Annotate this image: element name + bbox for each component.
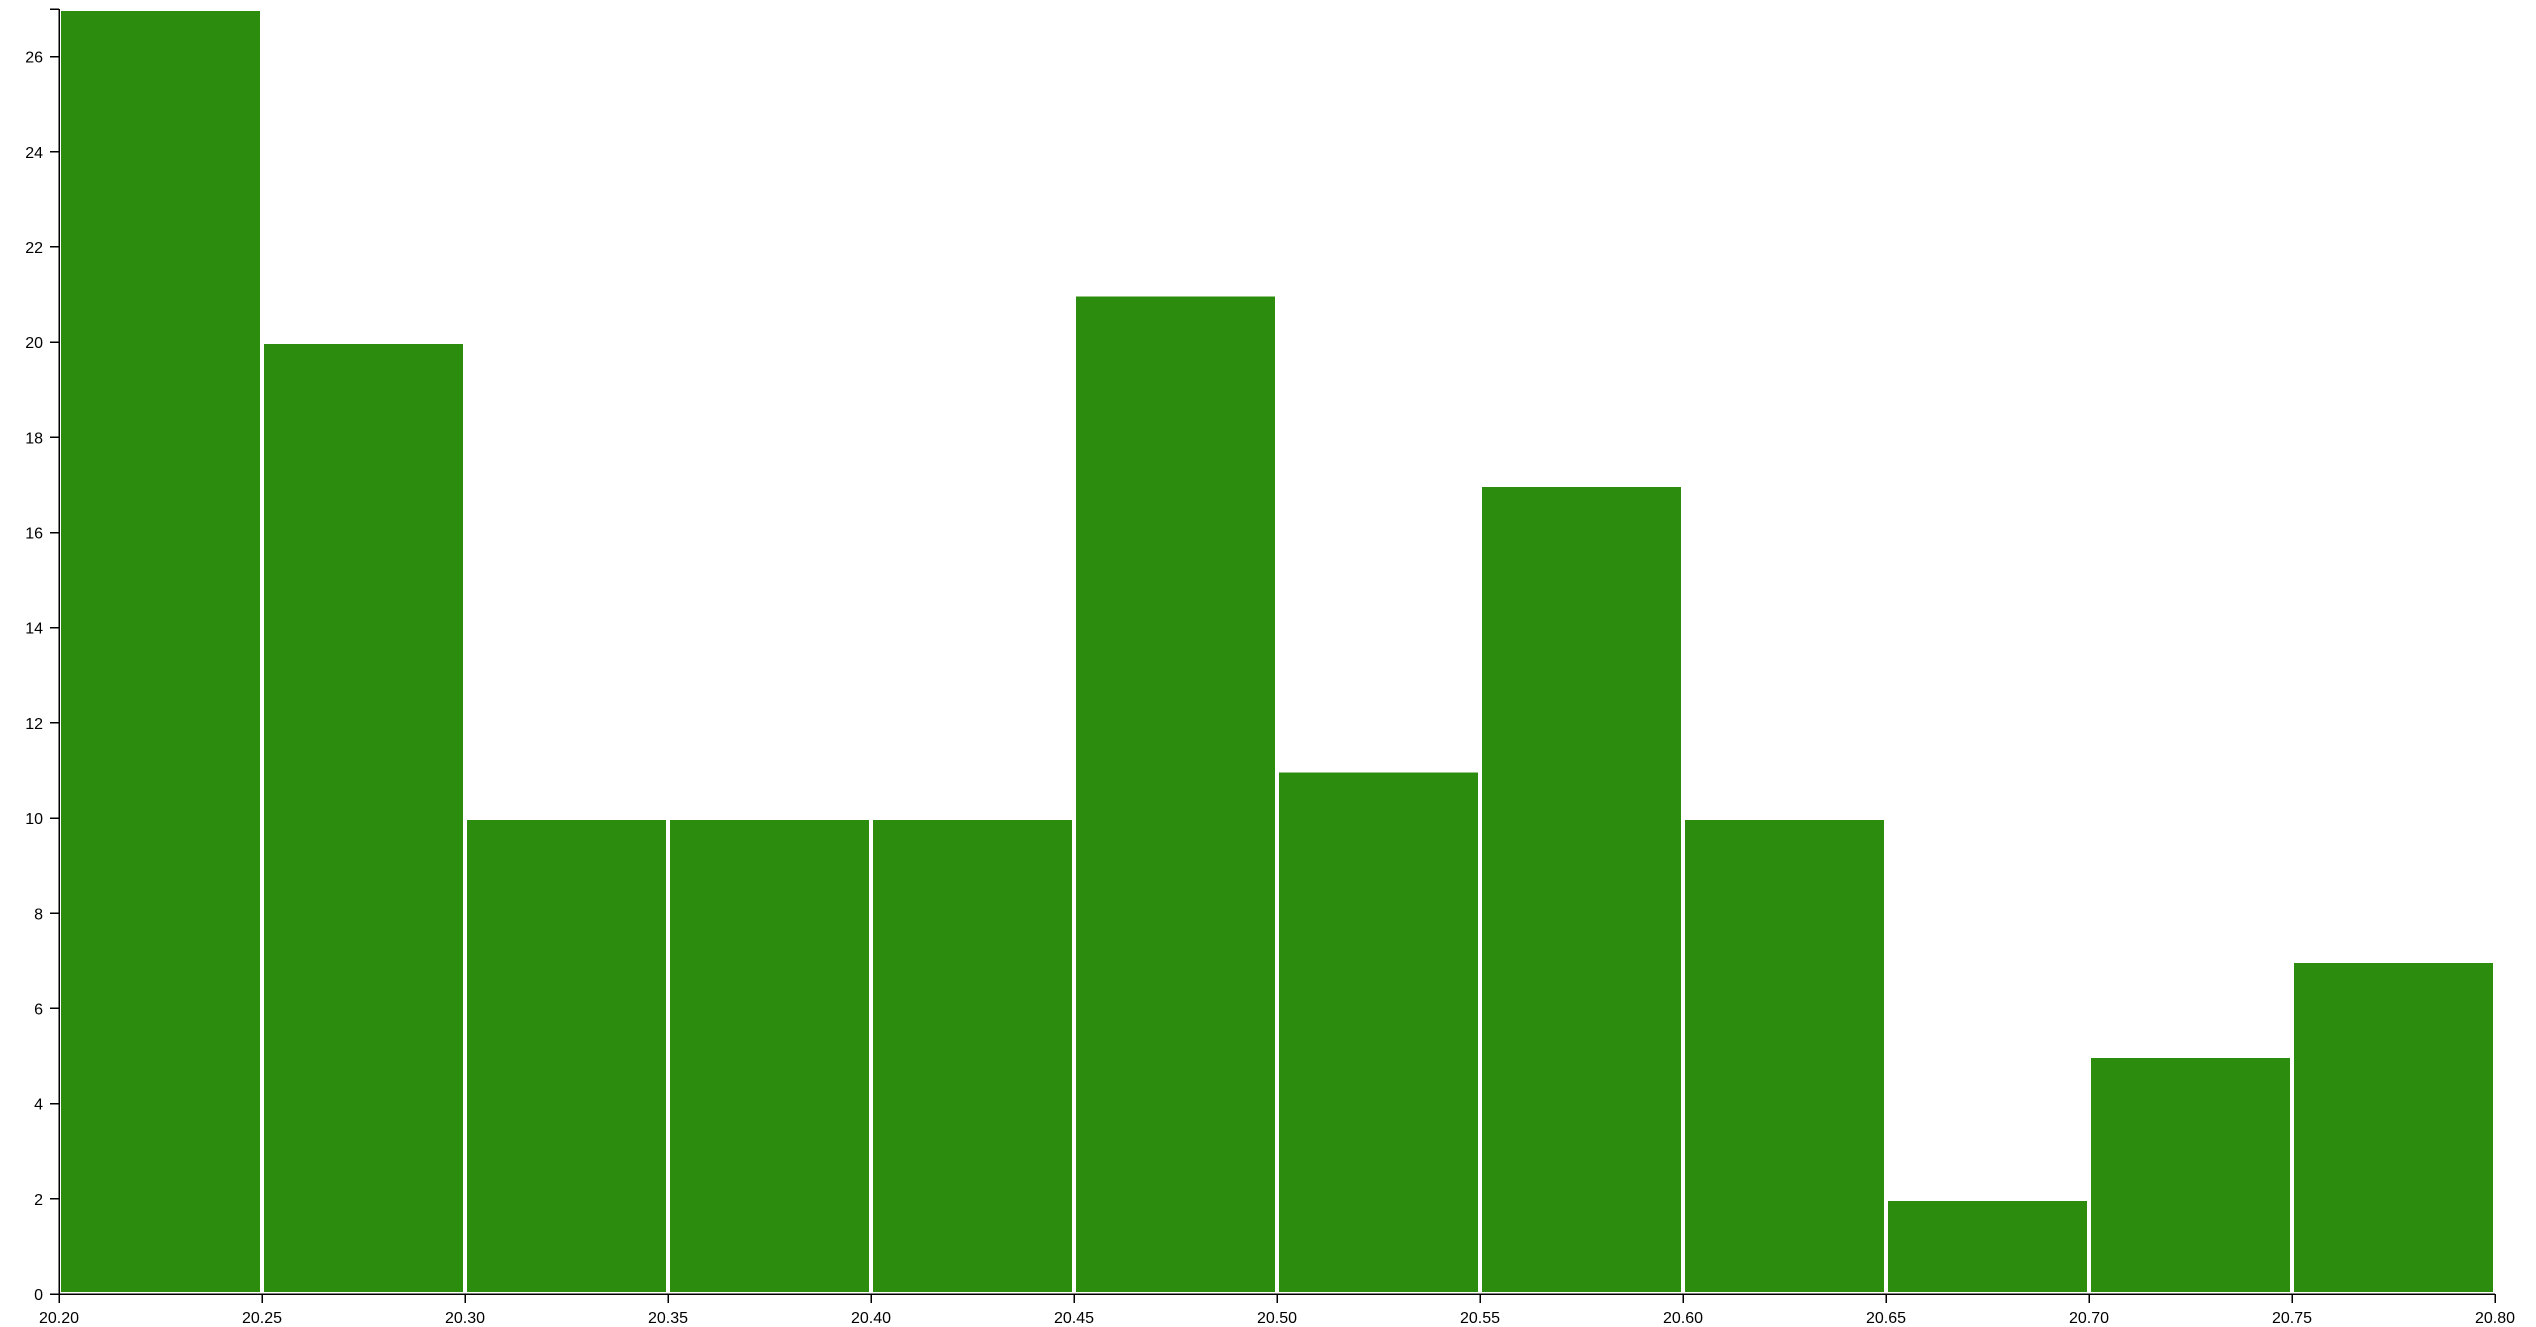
y-tick-label: 2 — [34, 1192, 43, 1209]
histogram-bar-2 — [260, 340, 467, 1297]
x-tick-label: 20.65 — [1866, 1310, 1906, 1327]
histogram-bar-12 — [2290, 958, 2497, 1297]
y-tick-label: 12 — [25, 716, 43, 733]
histogram-bar-1 — [57, 7, 264, 1296]
y-tick-label: 14 — [25, 621, 43, 638]
x-tick-label: 20.35 — [648, 1310, 688, 1327]
x-tick-label: 20.80 — [2475, 1310, 2515, 1327]
y-tick-label: 22 — [25, 240, 43, 257]
y-tick-label: 16 — [25, 526, 43, 543]
y-tick-label: 4 — [34, 1097, 43, 1114]
x-tick-label: 20.20 — [39, 1310, 79, 1327]
x-tick-label: 20.45 — [1054, 1310, 1094, 1327]
x-tick-label: 20.55 — [1460, 1310, 1500, 1327]
x-tick-label: 20.40 — [851, 1310, 891, 1327]
y-tick-label: 26 — [25, 50, 43, 67]
y-tick-label: 8 — [34, 906, 43, 923]
x-tick-label: 20.60 — [1663, 1310, 1703, 1327]
histogram-bar-11 — [2087, 1054, 2294, 1296]
x-tick-label: 20.50 — [1257, 1310, 1297, 1327]
histogram-bar-7 — [1275, 768, 1482, 1296]
histogram-bar-9 — [1681, 816, 1888, 1297]
histogram-bar-5 — [869, 816, 1076, 1297]
histogram-bar-6 — [1072, 292, 1279, 1296]
x-axis-ticks: 20.20 20.25 20.30 20.35 20.40 20.45 20.50 20.55… — [39, 1294, 2515, 1327]
x-tick-label: 20.75 — [2272, 1310, 2312, 1327]
x-tick-label: 20.30 — [445, 1310, 485, 1327]
histogram-bar-4 — [666, 816, 873, 1297]
histogram-bar-10 — [1884, 1196, 2091, 1297]
histogram-bar-3 — [463, 816, 670, 1297]
x-tick-label: 20.70 — [2069, 1310, 2109, 1327]
bars-layer — [57, 7, 2497, 1297]
y-tick-label: 0 — [34, 1287, 43, 1304]
x-tick-label: 20.25 — [242, 1310, 282, 1327]
y-tick-label: 18 — [25, 430, 43, 447]
histogram-bar-8 — [1478, 482, 1685, 1297]
y-tick-label: 6 — [34, 1001, 43, 1018]
y-tick-label: 24 — [25, 145, 43, 162]
y-tick-label: 20 — [25, 335, 43, 352]
y-tick-label: 10 — [25, 811, 43, 828]
